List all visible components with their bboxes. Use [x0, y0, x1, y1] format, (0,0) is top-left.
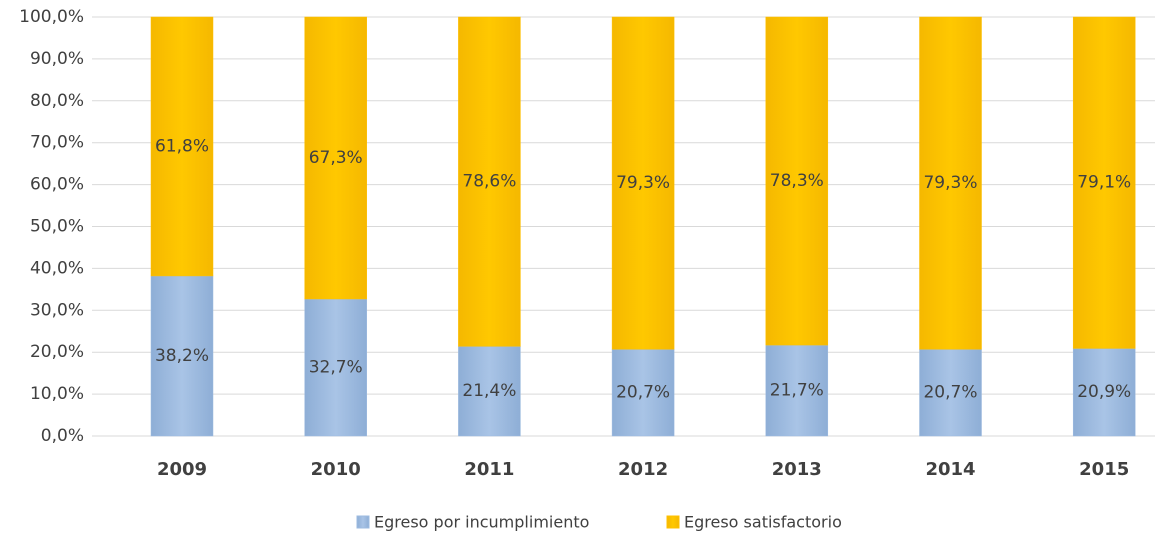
y-tick-label: 50,0% [30, 217, 84, 237]
y-tick-label: 0,0% [41, 426, 84, 446]
x-tick-label: 2011 [464, 459, 514, 480]
value-label: 79,1% [1077, 173, 1131, 193]
value-label: 79,3% [616, 173, 670, 193]
y-tick-label: 90,0% [30, 49, 84, 69]
legend-swatch [666, 515, 680, 529]
value-label: 67,3% [309, 148, 363, 168]
bar-segment [458, 346, 521, 437]
value-label: 38,2% [155, 346, 209, 366]
bar-segment [1072, 16, 1136, 349]
bar-segment [1072, 348, 1136, 437]
value-label: 20,9% [1077, 382, 1131, 402]
y-tick-label: 70,0% [30, 133, 84, 153]
y-tick-label: 60,0% [30, 175, 84, 195]
y-tick-label: 100,0% [19, 7, 84, 27]
y-tick-label: 30,0% [30, 300, 84, 320]
bar-segment [304, 16, 367, 300]
bar-segment [765, 16, 829, 346]
legend-label: Egreso satisfactorio [684, 513, 842, 532]
value-label: 21,4% [462, 381, 516, 401]
value-label: 32,7% [309, 357, 363, 377]
value-label: 79,3% [923, 173, 977, 193]
bar-segment [150, 275, 214, 437]
bar-segment [765, 344, 829, 437]
y-tick-label: 80,0% [30, 91, 84, 111]
x-tick-label: 2010 [311, 459, 361, 480]
value-label: 61,8% [155, 136, 209, 156]
y-tick-label: 40,0% [30, 258, 84, 278]
bar-segment [611, 16, 675, 350]
bar-segment [919, 16, 982, 350]
bar-segment [304, 298, 367, 437]
x-tick-label: 2014 [925, 459, 975, 480]
value-label: 20,7% [616, 383, 670, 403]
y-tick-label: 10,0% [30, 384, 84, 404]
x-tick-label: 2013 [772, 459, 822, 480]
x-tick-label: 2015 [1079, 459, 1129, 480]
value-label: 21,7% [770, 381, 824, 401]
bar-segment [458, 16, 521, 347]
bar-segment [919, 349, 982, 437]
bar-segment [611, 349, 675, 437]
value-label: 78,3% [770, 171, 824, 191]
legend-swatch [356, 515, 370, 529]
legend-label: Egreso por incumplimiento [374, 513, 589, 532]
bar-segment [150, 16, 214, 277]
x-tick-label: 2009 [157, 459, 207, 480]
value-label: 78,6% [462, 172, 516, 192]
value-label: 20,7% [923, 383, 977, 403]
y-tick-label: 20,0% [30, 342, 84, 362]
x-tick-label: 2012 [618, 459, 668, 480]
